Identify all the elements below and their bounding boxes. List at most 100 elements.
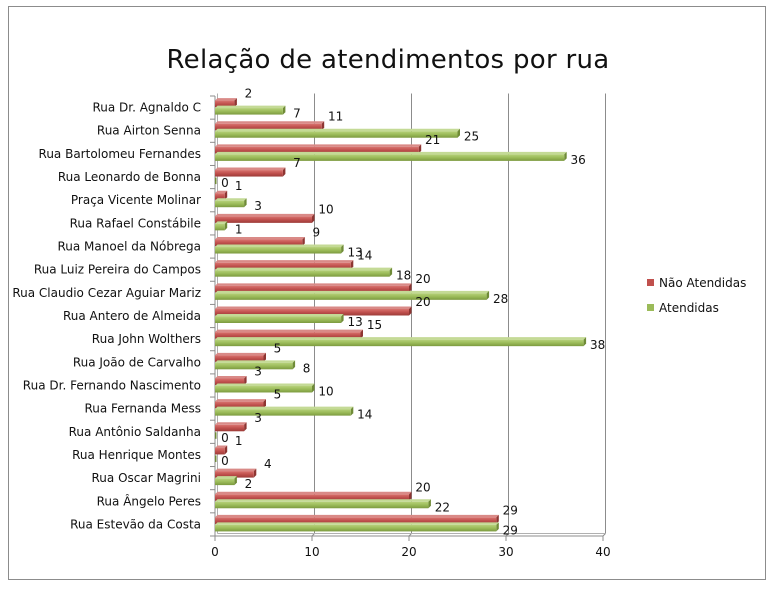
bar-nao-atendidas [215, 494, 409, 501]
data-label: 14 [357, 408, 372, 422]
bar-atendidas-side [224, 221, 228, 231]
bar-nao-atendidas-side [234, 98, 237, 108]
bar-nao-atendidas [215, 517, 497, 524]
x-tick-label: 40 [595, 545, 610, 559]
data-label: 29 [503, 503, 518, 517]
category-label: Rua Ângelo Peres [97, 493, 201, 508]
category-label: Rua Oscar Magrini [92, 471, 202, 485]
bar-atendidas [215, 154, 565, 161]
bar-nao-atendidas-top [215, 491, 412, 495]
category-label: Rua João de Carvalho [73, 355, 201, 369]
legend-label-nao-atendidas: Não Atendidas [659, 276, 747, 290]
bar-atendidas-top [215, 476, 237, 479]
category-label: Rua Airton Senna [97, 124, 201, 138]
bar-nao-atendidas [215, 216, 312, 223]
bar-atendidas-side [389, 267, 393, 277]
bar-atendidas [215, 455, 217, 462]
bar-atendidas [215, 200, 245, 208]
bar-nao-atendidas-top [215, 422, 247, 425]
bar-atendidas [215, 432, 217, 439]
bar-atendidas [215, 316, 342, 323]
bar-nao-atendidas-top [215, 306, 412, 309]
bar-nao-atendidas-top [215, 399, 266, 402]
category-label: Rua Leonardo de Bonna [58, 170, 201, 184]
category-label: Rua Dr. Fernando Nascimento [23, 378, 201, 392]
bar-atendidas-side [292, 360, 296, 370]
bar-atendidas [215, 524, 497, 532]
data-label: 22 [435, 500, 450, 514]
data-label: 38 [590, 338, 605, 352]
category-label: Rua Rafael Constábile [70, 216, 201, 230]
bar-nao-atendidas [215, 170, 283, 177]
bar-nao-atendidas-side [409, 306, 412, 316]
bar-nao-atendidas-side [263, 352, 266, 362]
bar-atendidas [215, 247, 342, 254]
category-label: Rua Luiz Pereira do Campos [34, 263, 201, 277]
data-label: 20 [415, 480, 430, 494]
x-tick-label: 0 [211, 545, 219, 559]
bar-atendidas-side [282, 105, 286, 115]
bar-atendidas-side [457, 128, 460, 138]
bar-atendidas-top [215, 337, 587, 340]
data-label: 13 [347, 315, 362, 329]
legend-swatch-atendidas [647, 304, 654, 311]
data-label: 18 [396, 269, 411, 283]
bar-nao-atendidas-side [321, 121, 325, 131]
bar-atendidas [215, 501, 429, 509]
bar-nao-atendidas [215, 146, 419, 154]
bar-atendidas-side [486, 290, 490, 300]
bar-atendidas-top [215, 406, 354, 410]
bar-atendidas-top [215, 105, 286, 109]
data-label: 4 [264, 457, 272, 471]
bar-atendidas [215, 385, 312, 393]
bar-atendidas-top [215, 267, 393, 271]
data-label: 21 [425, 133, 440, 147]
bar-nao-atendidas [215, 355, 264, 362]
bar-nao-atendidas-top [215, 213, 315, 217]
bar-atendidas [215, 270, 390, 277]
bar-nao-atendidas-side [224, 445, 228, 455]
bar-nao-atendidas-side [360, 329, 363, 339]
data-label: 0 [221, 454, 229, 468]
category-label: Rua Dr. Agnaldo C [92, 101, 201, 115]
bar-atendidas [215, 108, 283, 115]
category-label: Rua Fernanda Mess [84, 402, 201, 416]
x-tick-label: 10 [304, 545, 319, 559]
bar-atendidas-side [234, 476, 237, 486]
data-label: 29 [503, 523, 518, 537]
bar-atendidas [215, 131, 458, 138]
bar-nao-atendidas [215, 378, 245, 385]
bar-atendidas [215, 362, 293, 370]
category-label: Rua Claudio Cezar Aguiar Mariz [12, 286, 201, 300]
category-label: Rua Manoel da Nóbrega [57, 240, 201, 254]
bar-nao-atendidas-side [253, 468, 257, 478]
bar-nao-atendidas [215, 123, 322, 131]
bar-nao-atendidas-top [215, 468, 257, 472]
bar-nao-atendidas-side [302, 237, 305, 247]
bar-nao-atendidas [215, 401, 264, 409]
bar-nao-atendidas [215, 309, 409, 316]
data-label: 1 [235, 179, 243, 193]
data-label: 1 [235, 434, 243, 448]
bar-nao-atendidas-top [215, 237, 305, 240]
bar-nao-atendidas [215, 332, 361, 339]
category-label: Rua Antônio Saldanha [69, 425, 201, 439]
bar-nao-atendidas-side [263, 399, 266, 409]
bar-nao-atendidas-top [215, 167, 286, 171]
bar-atendidas [215, 409, 351, 416]
bar-nao-atendidas [215, 285, 409, 293]
bar-nao-atendidas-top [215, 283, 412, 286]
data-label: 10 [318, 202, 333, 216]
data-label: 1 [235, 222, 243, 236]
bar-nao-atendidas-side [409, 491, 412, 501]
legend-swatch-nao-atendidas [647, 279, 654, 286]
category-label: Praça Vicente Molinar [71, 193, 201, 207]
data-label: 11 [328, 110, 343, 124]
bar-nao-atendidas-top [215, 121, 325, 124]
data-label: 7 [293, 156, 301, 170]
bar-atendidas-top [215, 198, 247, 201]
bar-atendidas-top [215, 244, 344, 248]
bar-atendidas-side [496, 522, 499, 532]
legend-label-atendidas: Atendidas [659, 301, 719, 315]
bar-atendidas-side [564, 151, 567, 161]
